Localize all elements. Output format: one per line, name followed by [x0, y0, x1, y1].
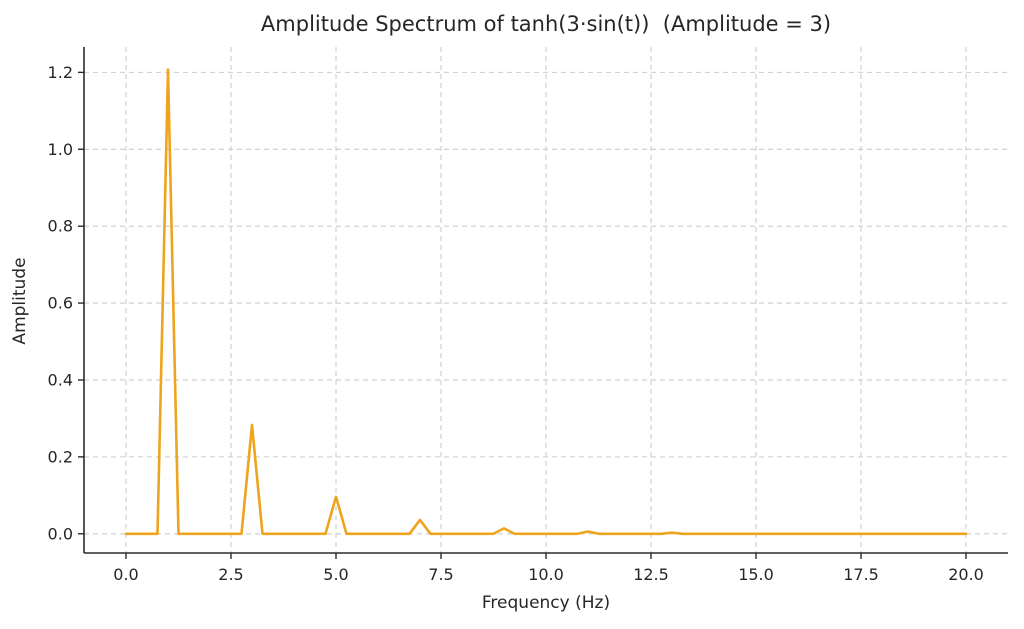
y-tick-label: 0.2 — [48, 447, 73, 466]
y-axis-label: Amplitude — [10, 257, 30, 345]
y-tick-label: 0.6 — [48, 294, 73, 313]
x-tick-label: 20.0 — [948, 565, 984, 584]
chart-title: Amplitude Spectrum of tanh(3·sin(t)) (Am… — [260, 12, 832, 36]
x-tick-label: 17.5 — [843, 565, 879, 584]
x-tick-label: 0.0 — [113, 565, 138, 584]
x-tick-label: 5.0 — [323, 565, 348, 584]
x-tick-label: 10.0 — [528, 565, 564, 584]
y-tick-label: 1.0 — [48, 140, 73, 159]
x-axis-label: Frequency (Hz) — [481, 593, 611, 613]
y-tick-label: 0.8 — [48, 217, 73, 236]
spectrum-line — [124, 68, 968, 536]
x-tick-label: 2.5 — [218, 565, 243, 584]
x-tick-label: 7.5 — [428, 565, 453, 584]
x-tick-label: 12.5 — [633, 565, 669, 584]
y-tick-label: 0.0 — [48, 524, 73, 543]
x-tick-label: 15.0 — [738, 565, 774, 584]
y-tick-label: 1.2 — [48, 63, 73, 82]
y-tick-label: 0.4 — [48, 370, 73, 389]
